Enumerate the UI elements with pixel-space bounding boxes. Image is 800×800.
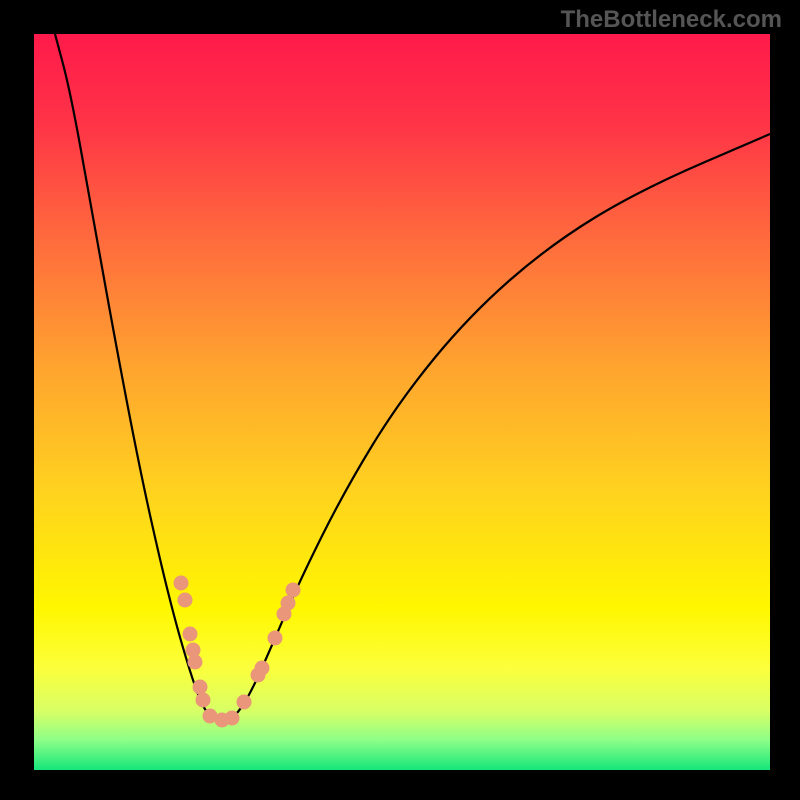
marker-dot	[281, 596, 295, 610]
marker-dot	[188, 655, 202, 669]
marker-dot	[268, 631, 282, 645]
marker-dot	[183, 627, 197, 641]
marker-dot	[174, 576, 188, 590]
chart-stage: TheBottleneck.com	[0, 0, 800, 800]
marker-dot	[193, 680, 207, 694]
marker-dot	[178, 593, 192, 607]
marker-dot	[255, 661, 269, 675]
marker-dot	[196, 693, 210, 707]
watermark-text: TheBottleneck.com	[561, 6, 782, 34]
marker-dot	[225, 711, 239, 725]
bottleneck-chart	[0, 0, 800, 800]
marker-dot	[286, 583, 300, 597]
marker-dot	[237, 695, 251, 709]
